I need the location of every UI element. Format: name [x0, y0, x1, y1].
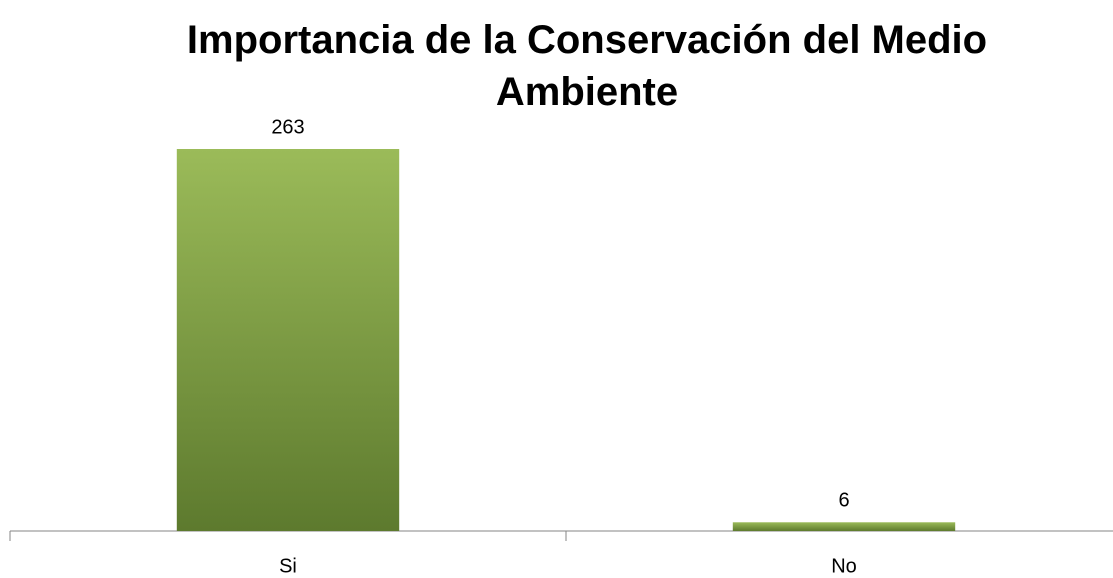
x-tick-label: No — [831, 555, 857, 577]
bar — [176, 149, 400, 531]
data-label: 6 — [838, 490, 849, 512]
bar — [732, 522, 956, 531]
x-tick-label: Si — [279, 555, 297, 577]
data-label: 263 — [271, 116, 304, 138]
chart-title: Importancia de la Conservación del Medio… — [186, 18, 988, 114]
